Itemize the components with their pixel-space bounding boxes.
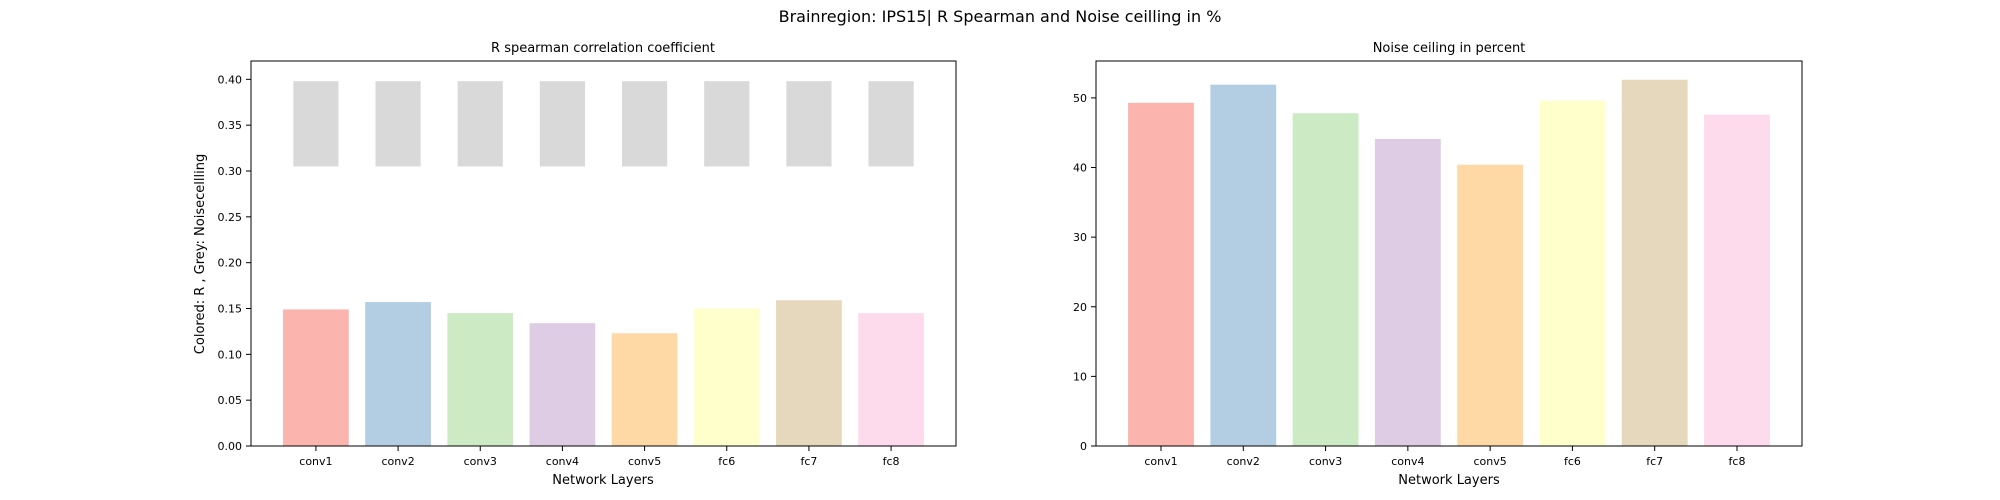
- bar-conv2: [365, 302, 431, 446]
- bar-fc7: [776, 300, 842, 446]
- y-tick-label: 0.20: [218, 257, 243, 270]
- bar-conv4: [1374, 138, 1441, 447]
- x-tick-label: conv3: [464, 455, 497, 468]
- y-tick-label: 0.35: [218, 119, 243, 132]
- x-tick-label: conv4: [546, 455, 579, 468]
- x-tick-label: conv3: [1309, 455, 1342, 468]
- left-chart-frame: [250, 60, 957, 447]
- y-tick-label: 0.25: [218, 211, 243, 224]
- x-tick-label: fc7: [800, 455, 817, 468]
- left-chart: R spearman correlation coefficient 0.000…: [193, 41, 957, 488]
- bar-conv1: [283, 309, 349, 446]
- x-tick-label: conv5: [1474, 455, 1507, 468]
- y-tick-label: 0.15: [218, 303, 243, 316]
- right-chart-x-label: Network Layers: [1398, 473, 1500, 488]
- noise-ceiling-bar-fc7: [786, 81, 832, 167]
- bar-fc7: [1621, 79, 1688, 446]
- y-tick-label: 30: [1073, 231, 1087, 244]
- bar-fc6: [1539, 100, 1606, 447]
- right-chart-title: Noise ceiling in percent: [1373, 41, 1526, 56]
- noise-ceiling-bar-conv5: [621, 81, 668, 167]
- right-chart-frame: [1095, 60, 1803, 447]
- x-tick-label: conv2: [381, 455, 414, 468]
- y-tick-label: 0: [1080, 440, 1087, 453]
- bar-conv2: [1210, 84, 1277, 446]
- right-chart-x-ticks: conv1 conv2 conv3 conv4 conv5 fc6 fc7 fc8: [1144, 446, 1745, 468]
- left-chart-x-label: Network Layers: [552, 473, 654, 488]
- left-chart-noise-bars: [293, 81, 914, 167]
- noise-ceiling-bar-fc6: [704, 81, 750, 167]
- bar-conv5: [1457, 164, 1524, 446]
- y-tick-label: 0.10: [218, 348, 243, 361]
- y-tick-label: 50: [1073, 92, 1087, 105]
- right-chart: Noise ceiling in percent 0 10 20 30 40 50 con…: [1073, 41, 1803, 488]
- x-tick-label: conv2: [1227, 455, 1260, 468]
- noise-ceiling-bar-fc8: [868, 81, 914, 167]
- x-tick-label: fc8: [883, 455, 900, 468]
- x-tick-label: fc6: [1564, 455, 1581, 468]
- x-tick-label: fc8: [1729, 455, 1746, 468]
- right-chart-bars: [1128, 79, 1770, 447]
- bar-fc8: [858, 313, 924, 446]
- bar-conv3: [447, 313, 514, 446]
- left-chart-y-label: Colored: R , Grey: Noisecellling: [193, 154, 208, 354]
- bar-fc6: [693, 308, 760, 446]
- x-tick-label: fc7: [1646, 455, 1663, 468]
- left-chart-y-ticks: 0.00 0.05 0.10 0.15 0.20 0.25 0.30 0.35 0.40: [218, 73, 251, 453]
- left-chart-bars: [283, 300, 924, 446]
- bar-conv3: [1292, 113, 1359, 447]
- x-tick-label: conv4: [1391, 455, 1424, 468]
- bar-fc8: [1704, 114, 1770, 446]
- noise-ceiling-bar-conv3: [457, 81, 503, 167]
- figure-title: Brainregion: IPS15| R Spearman and Noise…: [779, 7, 1222, 26]
- bar-conv5: [611, 333, 678, 446]
- left-chart-x-ticks: conv1 conv2 conv3 conv4 conv5 fc6 fc7 fc8: [299, 446, 900, 468]
- noise-ceiling-bar-conv2: [375, 81, 421, 167]
- x-tick-label: conv1: [299, 455, 332, 468]
- noise-ceiling-bar-conv1: [293, 81, 339, 167]
- y-tick-label: 20: [1073, 301, 1087, 314]
- y-tick-label: 40: [1073, 162, 1087, 175]
- x-tick-label: conv1: [1144, 455, 1177, 468]
- x-tick-label: conv5: [628, 455, 661, 468]
- right-chart-y-ticks: 0 10 20 30 40 50: [1073, 92, 1096, 453]
- y-tick-label: 0.30: [218, 165, 243, 178]
- noise-ceiling-bar-conv4: [539, 81, 586, 167]
- x-tick-label: fc6: [718, 455, 735, 468]
- y-tick-label: 10: [1073, 370, 1087, 383]
- bar-conv1: [1128, 102, 1194, 446]
- left-chart-title: R spearman correlation coefficient: [491, 41, 715, 56]
- y-tick-label: 0.00: [218, 440, 243, 453]
- y-tick-label: 0.40: [218, 73, 243, 86]
- bar-conv4: [529, 323, 596, 446]
- y-tick-label: 0.05: [218, 394, 243, 407]
